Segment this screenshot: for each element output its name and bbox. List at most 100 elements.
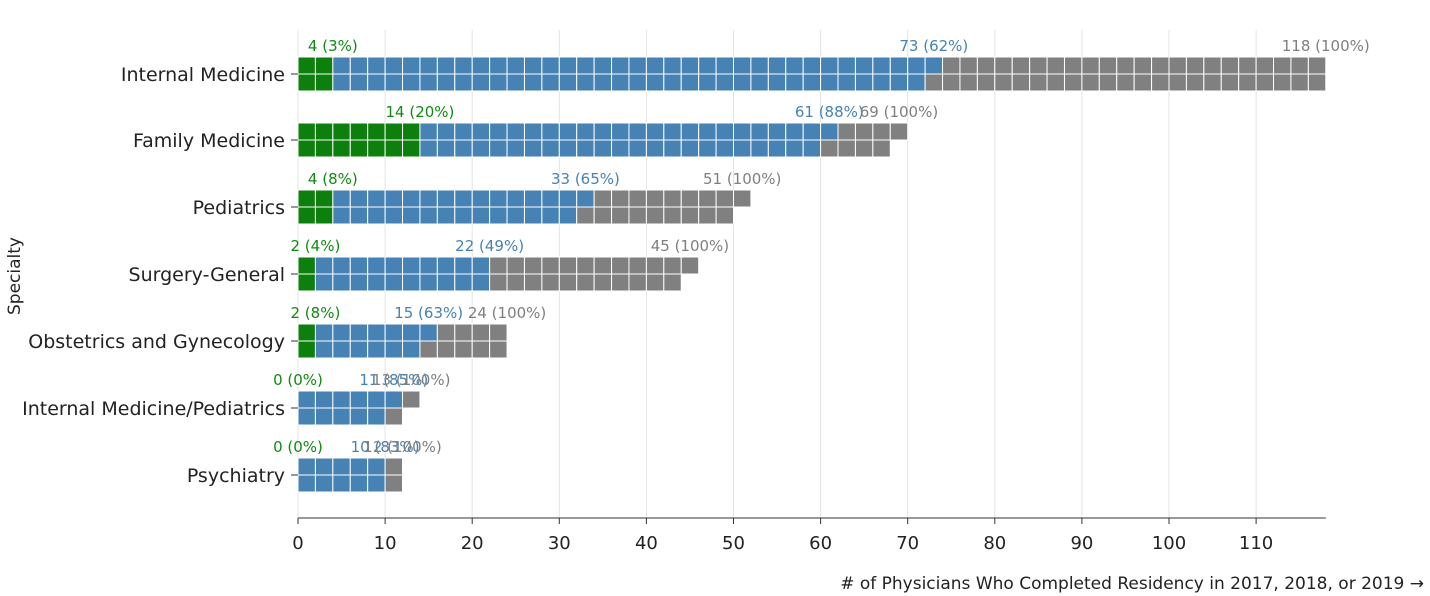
waffle-cell-blue (785, 139, 804, 158)
x-tick-label: 110 (1239, 533, 1273, 554)
waffle-cell-total (611, 206, 630, 225)
waffle-cell-blue (314, 323, 334, 342)
waffle-cell-total (889, 122, 909, 141)
blue-value-label: 61 (88%) (795, 103, 864, 121)
waffle-cell-green (297, 73, 316, 92)
waffle-cell-blue (384, 56, 404, 75)
green-value-label: 4 (8%) (308, 170, 358, 188)
x-tick-label: 80 (983, 533, 1006, 554)
waffle-cell-blue (889, 56, 909, 75)
blue-value-label: 11 (85%) (359, 371, 428, 389)
waffle-cell-total (1273, 56, 1292, 75)
x-tick-label: 40 (635, 533, 658, 554)
waffle-cell-blue (541, 73, 560, 92)
waffle-cell-blue (733, 73, 752, 92)
waffle-cell-blue (349, 256, 369, 275)
waffle-cell-blue (750, 139, 769, 158)
waffle-cell-total (663, 189, 682, 208)
waffle-cell-total (576, 206, 595, 225)
waffle-cell-blue (384, 189, 404, 208)
waffle-cell-blue (436, 73, 456, 92)
waffle-cell-total (454, 323, 473, 342)
waffle-cell-total (663, 256, 682, 275)
waffle-cell-blue (698, 73, 717, 92)
waffle-cell-total (576, 256, 595, 275)
x-tick-label: 10 (374, 533, 397, 554)
waffle-cell-total (1063, 56, 1083, 75)
value-labels: 4 (3%) 73 (62%) 118 (100%) 14 (20%) 61 (88%)… (273, 37, 1370, 456)
waffle-cell-blue (820, 122, 839, 141)
waffle-cell-blue (628, 56, 647, 75)
green-value-label: 0 (0%) (273, 438, 323, 456)
total-value-label: 45 (100%) (651, 237, 729, 255)
x-tick-label: 100 (1152, 533, 1186, 554)
waffle-cell-blue (506, 189, 525, 208)
total-value-label: 51 (100%) (703, 170, 781, 188)
waffle-cell-green (349, 122, 369, 141)
waffle-cell-total (959, 56, 978, 75)
waffle-cell-blue (698, 139, 717, 158)
waffle-cell-blue (750, 56, 769, 75)
waffle-cell-blue (802, 73, 822, 92)
waffle-cell-blue (367, 474, 386, 493)
waffle-cell-total (715, 189, 735, 208)
waffle-cell-total (1168, 73, 1187, 92)
waffle-cell-blue (332, 407, 351, 426)
waffle-cell-blue (332, 73, 351, 92)
waffle-cell-green (367, 122, 386, 141)
waffle-cell-blue (367, 457, 386, 476)
green-value-label: 2 (4%) (291, 237, 341, 255)
waffle-cell-total (1255, 56, 1275, 75)
waffle-cell-total (419, 340, 438, 359)
waffle-cell-total (715, 206, 735, 225)
total-value-label: 118 (100%) (1282, 37, 1370, 55)
waffle-cell-blue (523, 122, 543, 141)
waffle-cell-blue (872, 73, 891, 92)
waffle-cell-total (1098, 73, 1118, 92)
waffle-cell-blue (384, 323, 404, 342)
waffle-cell-green (314, 206, 334, 225)
green-value-label: 4 (3%) (308, 37, 358, 55)
waffle-cell-blue (349, 189, 369, 208)
waffle-cell-total (820, 139, 839, 158)
waffle-cell-blue (523, 73, 543, 92)
waffle-cell-total (1255, 73, 1275, 92)
green-value-label: 14 (20%) (385, 103, 454, 121)
waffle-cell-blue (332, 56, 351, 75)
waffle-cell-blue (297, 407, 316, 426)
waffle-cell-total (1046, 73, 1065, 92)
waffle-cell-blue (367, 56, 386, 75)
total-value-label: 13 (100%) (372, 371, 450, 389)
waffle-cell-blue (558, 189, 578, 208)
waffle-cell-blue (750, 73, 769, 92)
waffle-cell-blue (663, 139, 682, 158)
category-label: Pediatrics (193, 197, 285, 219)
waffle-cell-blue (349, 407, 369, 426)
waffle-cell-total (942, 73, 961, 92)
waffle-cell-total (523, 273, 543, 292)
waffle-cell-blue (715, 139, 735, 158)
waffle-cell-total (1011, 56, 1031, 75)
bars (297, 56, 1327, 493)
waffle-cell-blue (314, 273, 334, 292)
waffle-cell-blue (907, 73, 926, 92)
waffle-cell-blue (628, 73, 647, 92)
x-tick-label: 20 (461, 533, 484, 554)
waffle-cell-blue (558, 122, 578, 141)
waffle-cell-blue (924, 56, 944, 75)
waffle-cell-green (297, 273, 316, 292)
waffle-cell-blue (367, 407, 386, 426)
waffle-cell-blue (349, 323, 369, 342)
waffle-cell-blue (402, 273, 421, 292)
waffle-cell-green (297, 56, 316, 75)
waffle-cell-blue (384, 206, 404, 225)
waffle-cell-total (489, 256, 508, 275)
waffle-cell-total (628, 189, 647, 208)
waffle-cell-green (314, 139, 334, 158)
waffle-cell-blue (523, 56, 543, 75)
waffle-cell-total (1151, 73, 1170, 92)
waffle-cell-total (1046, 56, 1065, 75)
waffle-cell-total (384, 474, 404, 493)
waffle-cell-total (1238, 56, 1257, 75)
waffle-cell-total (837, 122, 856, 141)
